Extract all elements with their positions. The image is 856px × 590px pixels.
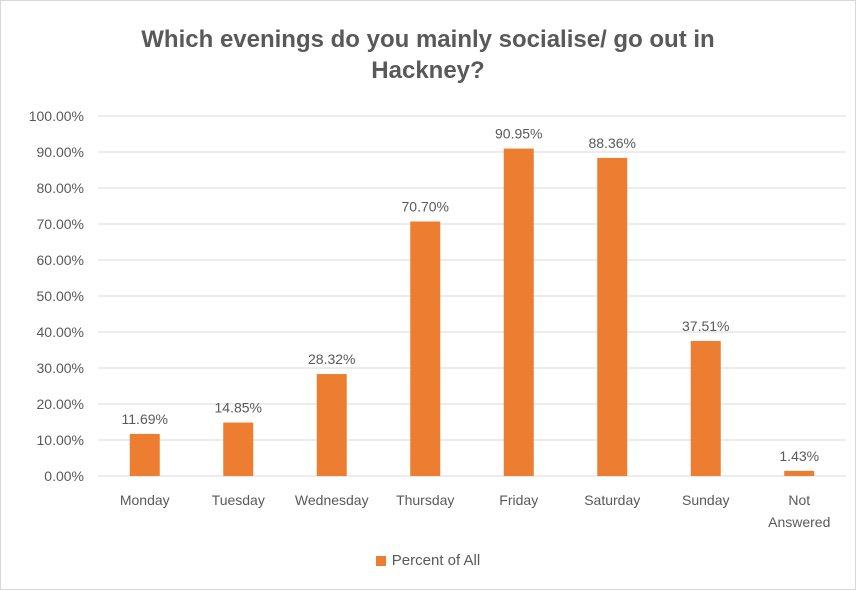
x-tick-label: Not [788, 492, 810, 508]
data-label: 1.43% [779, 448, 819, 464]
chart-title-line-1: Which evenings do you mainly socialise/ … [141, 26, 715, 53]
bar [784, 470, 815, 476]
x-tick-label: Saturday [584, 492, 640, 508]
legend-swatch [375, 555, 386, 566]
y-tick-label: 50.00% [37, 288, 84, 304]
legend: Percent of All [0, 552, 856, 569]
x-tick-label: Thursday [396, 492, 454, 508]
bar [316, 374, 347, 476]
x-tick-label: Friday [499, 492, 538, 508]
chart-title: Which evenings do you mainly socialise/ … [0, 24, 856, 86]
y-tick-label: 30.00% [37, 360, 84, 376]
data-label: 11.69% [122, 411, 168, 427]
x-tick-label: Sunday [682, 492, 729, 508]
data-label: 90.95% [495, 126, 542, 142]
x-tick-label: Tuesday [212, 492, 265, 508]
y-tick-label: 0.00% [44, 468, 84, 484]
data-label: 14.85% [215, 400, 262, 416]
bar [410, 221, 441, 476]
chart-title-line-2: Hackney? [371, 57, 485, 84]
legend-label: Percent of All [391, 552, 481, 569]
y-tick-label: 20.00% [37, 396, 84, 412]
bar [690, 340, 721, 476]
y-tick-label: 90.00% [37, 144, 84, 160]
y-tick-label: 60.00% [37, 252, 84, 268]
x-tick-label: Wednesday [295, 492, 369, 508]
x-tick-label: Answered [768, 514, 830, 530]
y-tick-label: 40.00% [37, 324, 84, 340]
data-label: 88.36% [589, 135, 636, 151]
y-tick-label: 80.00% [37, 180, 84, 196]
x-tick-label: Monday [120, 492, 170, 508]
bar [129, 433, 160, 476]
y-tick-label: 10.00% [37, 432, 84, 448]
data-label: 37.51% [682, 318, 729, 334]
data-label: 70.70% [402, 198, 449, 214]
bar [597, 157, 628, 477]
y-tick-label: 70.00% [37, 216, 84, 232]
bar [223, 422, 254, 476]
bar [503, 148, 534, 476]
data-label: 28.32% [308, 351, 355, 367]
y-tick-label: 100.00% [29, 108, 84, 124]
